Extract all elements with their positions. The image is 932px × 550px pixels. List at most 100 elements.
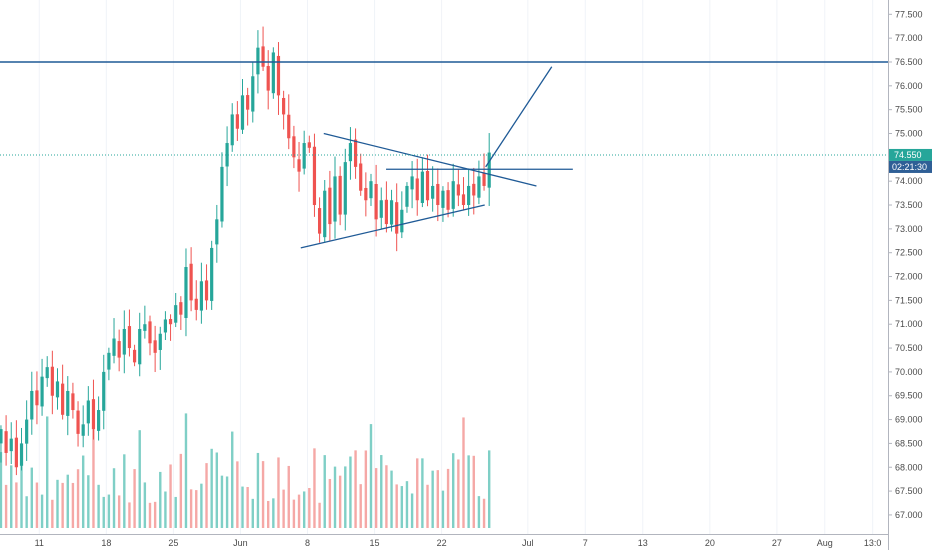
candle[interactable] — [415, 158, 419, 216]
candle[interactable] — [91, 379, 96, 440]
candle[interactable] — [148, 315, 152, 356]
price-axis[interactable]: 77.500 77.000 76.500 76.000 75.500 75.000 74.5… — [888, 0, 923, 550]
candle[interactable] — [276, 42, 281, 115]
candle[interactable] — [158, 326, 162, 370]
candle[interactable] — [240, 79, 245, 134]
candle[interactable] — [312, 133, 317, 217]
candle[interactable] — [40, 358, 44, 416]
candle[interactable] — [179, 296, 183, 330]
candle[interactable] — [55, 368, 60, 410]
candle[interactable] — [45, 356, 49, 387]
candle[interactable] — [174, 293, 178, 328]
candle[interactable] — [364, 172, 368, 217]
candle[interactable] — [374, 164, 378, 237]
candle[interactable] — [30, 371, 34, 435]
candle[interactable] — [215, 204, 219, 263]
candle[interactable] — [122, 310, 126, 374]
candle[interactable] — [189, 247, 193, 312]
candle[interactable] — [395, 183, 399, 252]
candle[interactable] — [235, 101, 239, 142]
candle[interactable] — [405, 182, 409, 213]
candle[interactable] — [353, 128, 358, 179]
candle[interactable] — [333, 156, 337, 239]
candle[interactable] — [50, 350, 54, 415]
candle[interactable] — [127, 309, 132, 357]
candle[interactable] — [389, 189, 394, 232]
candle[interactable] — [71, 382, 75, 419]
candle[interactable] — [317, 197, 322, 243]
candle[interactable] — [343, 148, 347, 231]
candle[interactable] — [35, 371, 39, 425]
candle[interactable] — [194, 280, 198, 321]
candle[interactable] — [323, 180, 327, 243]
candle[interactable] — [112, 318, 116, 364]
candle[interactable] — [132, 344, 137, 367]
candle[interactable] — [451, 163, 455, 217]
candle[interactable] — [25, 400, 29, 461]
candle[interactable] — [66, 376, 70, 436]
candle[interactable] — [220, 152, 224, 228]
candle[interactable] — [107, 347, 111, 381]
candles[interactable] — [0, 26, 491, 476]
candle[interactable] — [9, 422, 13, 465]
candle[interactable] — [97, 396, 101, 441]
candle[interactable] — [425, 154, 430, 207]
candle[interactable] — [410, 161, 414, 209]
time-axis[interactable]: 11 18 25 Jun 8 15 22 Jul 7 13 20 27 Aug 13:0 — [0, 534, 888, 549]
candle[interactable] — [204, 264, 209, 310]
candle[interactable] — [210, 240, 214, 310]
candle[interactable] — [400, 191, 404, 239]
triangle-lower-trendline[interactable] — [300, 204, 485, 249]
candle[interactable] — [266, 50, 270, 110]
candle[interactable] — [251, 61, 255, 123]
candle[interactable] — [4, 415, 8, 466]
candle[interactable] — [482, 153, 486, 191]
candle[interactable] — [143, 305, 147, 339]
candle[interactable] — [297, 141, 301, 192]
triangle-upper-trendline[interactable] — [323, 132, 537, 187]
candle[interactable] — [441, 186, 445, 222]
candle[interactable] — [261, 26, 265, 71]
candle[interactable] — [369, 173, 373, 206]
candle[interactable] — [153, 325, 157, 373]
candle[interactable] — [199, 262, 203, 324]
candle[interactable] — [282, 90, 286, 130]
candle[interactable] — [76, 401, 80, 447]
candle[interactable] — [302, 130, 306, 175]
candle[interactable] — [246, 87, 250, 126]
candle[interactable] — [168, 314, 173, 341]
candle[interactable] — [359, 153, 363, 196]
candle[interactable] — [431, 166, 435, 212]
candle[interactable] — [184, 248, 188, 337]
candle[interactable] — [163, 311, 168, 340]
candle[interactable] — [338, 166, 342, 226]
candle[interactable] — [456, 169, 460, 207]
candle[interactable] — [477, 160, 481, 205]
candle[interactable] — [271, 47, 275, 99]
trendline-drawings[interactable] — [0, 61, 888, 249]
projection-arrow-line[interactable] — [485, 66, 553, 168]
candle[interactable] — [379, 187, 383, 230]
candle[interactable] — [384, 181, 389, 233]
candle[interactable] — [138, 312, 142, 377]
candle[interactable] — [19, 427, 24, 471]
candle[interactable] — [14, 420, 18, 476]
candle[interactable] — [86, 386, 90, 436]
candle[interactable] — [102, 354, 106, 430]
candle[interactable] — [61, 364, 65, 420]
candle[interactable] — [307, 135, 311, 153]
candle[interactable] — [348, 127, 353, 180]
candle[interactable] — [0, 425, 3, 463]
candle[interactable] — [292, 125, 296, 169]
candle[interactable] — [287, 94, 291, 150]
candle[interactable] — [461, 177, 466, 211]
candle[interactable] — [328, 170, 332, 241]
candle[interactable] — [472, 167, 476, 215]
candle[interactable] — [436, 168, 440, 222]
candle[interactable] — [420, 157, 424, 208]
candle[interactable] — [81, 405, 85, 448]
candle[interactable] — [225, 126, 229, 187]
candle[interactable] — [117, 329, 121, 372]
candle[interactable] — [230, 103, 234, 152]
